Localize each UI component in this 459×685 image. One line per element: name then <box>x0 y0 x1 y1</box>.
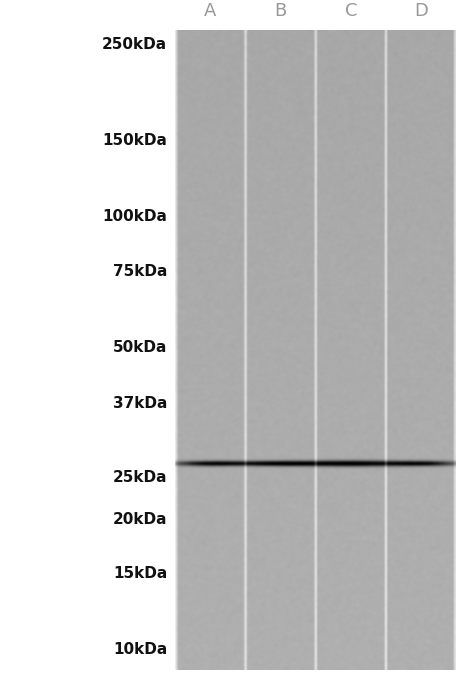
Text: 20kDa: 20kDa <box>112 512 167 527</box>
Text: C: C <box>344 2 356 20</box>
Text: 50kDa: 50kDa <box>113 340 167 355</box>
Text: B: B <box>274 2 286 20</box>
Text: 150kDa: 150kDa <box>102 132 167 147</box>
Text: 10kDa: 10kDa <box>113 643 167 658</box>
Text: D: D <box>413 2 427 20</box>
Text: A: A <box>204 2 216 20</box>
Text: 15kDa: 15kDa <box>113 566 167 580</box>
Text: 25kDa: 25kDa <box>112 469 167 484</box>
Text: 75kDa: 75kDa <box>113 264 167 279</box>
Text: 100kDa: 100kDa <box>102 208 167 223</box>
Text: 37kDa: 37kDa <box>113 395 167 410</box>
Text: 250kDa: 250kDa <box>102 36 167 51</box>
